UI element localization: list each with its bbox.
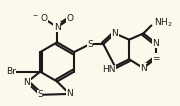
Text: N: N — [54, 23, 60, 32]
Text: O: O — [40, 14, 47, 23]
Text: N: N — [112, 29, 118, 38]
Text: N: N — [66, 89, 73, 98]
Text: NH$_2$: NH$_2$ — [154, 17, 173, 29]
Text: N: N — [23, 78, 30, 87]
Text: HN: HN — [102, 65, 115, 74]
Text: O: O — [67, 14, 74, 23]
Text: S: S — [37, 90, 43, 99]
Text: $^{-}$: $^{-}$ — [32, 12, 39, 21]
Text: S: S — [87, 40, 93, 49]
Text: =: = — [152, 54, 160, 63]
Text: N: N — [140, 64, 147, 73]
Text: N: N — [152, 39, 159, 48]
Text: Br: Br — [6, 67, 16, 76]
